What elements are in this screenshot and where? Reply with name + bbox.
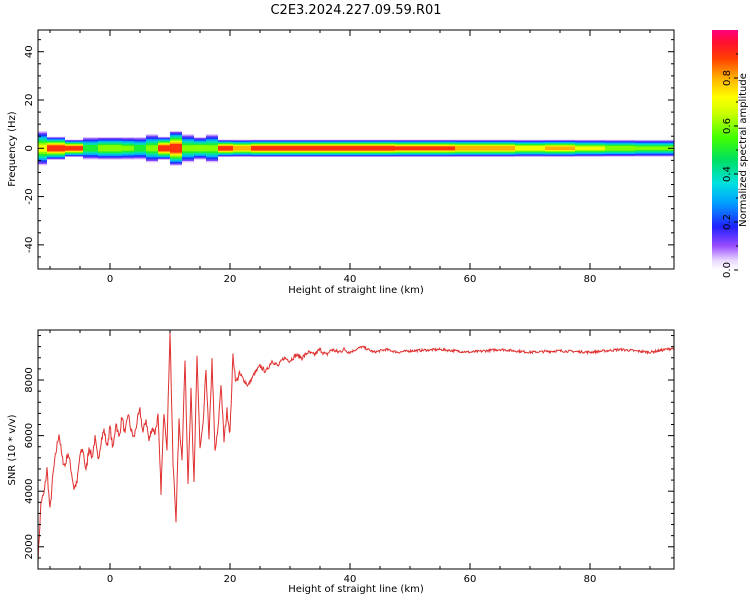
spectrogram-cell <box>65 146 83 151</box>
spectrogram-cell <box>605 145 635 151</box>
spectrogram-cell <box>251 146 275 151</box>
spectrogram-cell <box>134 145 146 152</box>
x-tick-label: 60 <box>464 274 477 285</box>
colorbar-ticks: 0.0 0.2 0.4 0.6 0.8 <box>722 53 738 278</box>
spectrogram-cell <box>218 146 233 151</box>
x-tick-label: 80 <box>584 274 597 285</box>
spectrogram-cell <box>455 146 485 151</box>
spectrogram-cell <box>122 145 134 151</box>
spectrogram-cell <box>275 146 305 151</box>
spectrogram-cell <box>485 146 515 151</box>
colorbar-tick-label: 0.4 <box>722 166 733 182</box>
x-tick-label: 40 <box>344 574 357 585</box>
y-tick-label: -40 <box>24 237 35 253</box>
spectrogram-cell <box>182 145 194 152</box>
colorbar-tick-label: 0.6 <box>722 118 733 134</box>
x-tick-label: 40 <box>344 274 357 285</box>
spectrogram-cell <box>146 145 158 152</box>
y-tick-label: 2000 <box>24 534 35 559</box>
spectrogram-axes: 0 20 40 60 80 -40 -20 0 20 40 <box>24 30 674 285</box>
spectrogram-x-axis-label: Height of straight line (km) <box>288 285 424 296</box>
spectrogram-cell <box>575 146 605 151</box>
spectrogram-cell <box>233 146 251 151</box>
snr-plot-area <box>38 330 674 569</box>
spectrogram-cell <box>335 146 365 151</box>
spectrogram-cell <box>83 145 98 152</box>
y-tick-label: 6000 <box>24 423 35 448</box>
colorbar-tick-label: 0.0 <box>722 262 733 278</box>
spectrogram-cell <box>170 143 182 153</box>
x-tick-label: 80 <box>584 574 597 585</box>
spectrogram-cell <box>194 145 206 152</box>
y-tick-label: 40 <box>24 45 35 58</box>
spectrogram-cell <box>98 145 110 152</box>
spectrogram-cell <box>395 146 425 151</box>
spectrogram-band <box>38 130 674 166</box>
x-tick-label: 0 <box>107 274 113 285</box>
y-tick-label: 0 <box>24 145 35 151</box>
spectrogram-cell <box>206 145 218 152</box>
snr-frame <box>37 329 675 570</box>
spectrogram-cell <box>47 145 65 152</box>
spectrogram-panel: 0 20 40 60 80 -40 -20 0 20 40 Height of straight … <box>7 29 675 296</box>
snr-axes: 0 20 40 60 80 2000 4000 6000 8000 <box>24 330 674 585</box>
snr-series <box>38 332 674 565</box>
spectrogram-cell <box>545 146 575 151</box>
spectrogram-y-axis-label: Frequency (Hz) <box>7 111 18 187</box>
snr-panel: 0 20 40 60 80 2000 4000 6000 8000 Height of stra… <box>7 329 675 595</box>
spectrogram-cell <box>515 145 545 151</box>
figure-title: C2E3.2024.227.09.59.R01 <box>270 3 441 18</box>
colorbar: 0.0 0.2 0.4 0.6 0.8 Normalized spectral ampl… <box>712 30 749 278</box>
x-tick-label: 20 <box>224 274 237 285</box>
snr-line <box>38 332 674 565</box>
y-tick-label: -20 <box>24 188 35 204</box>
spectrogram-cell <box>158 145 170 152</box>
spectrogram-cell <box>425 146 455 151</box>
spectrogram-cell <box>110 145 122 152</box>
colorbar-scale <box>712 30 738 270</box>
y-tick-label: 8000 <box>24 367 35 392</box>
snr-y-axis-label: SNR (10 * v/v) <box>7 414 18 485</box>
spectrogram-frame <box>37 29 675 270</box>
snr-x-axis-label: Height of straight line (km) <box>288 584 424 595</box>
x-tick-label: 20 <box>224 574 237 585</box>
spectrogram-cell <box>635 146 662 151</box>
x-tick-label: 0 <box>107 574 113 585</box>
spectrogram-cell <box>305 146 335 151</box>
colorbar-label: Normalized spectral amplitude <box>738 73 749 227</box>
colorbar-tick-label: 0.2 <box>722 214 733 230</box>
colorbar-tick-label: 0.8 <box>722 70 733 86</box>
y-tick-label: 4000 <box>24 478 35 503</box>
x-tick-label: 60 <box>464 574 477 585</box>
spectrogram-cell <box>365 146 395 151</box>
y-tick-label: 20 <box>24 94 35 107</box>
